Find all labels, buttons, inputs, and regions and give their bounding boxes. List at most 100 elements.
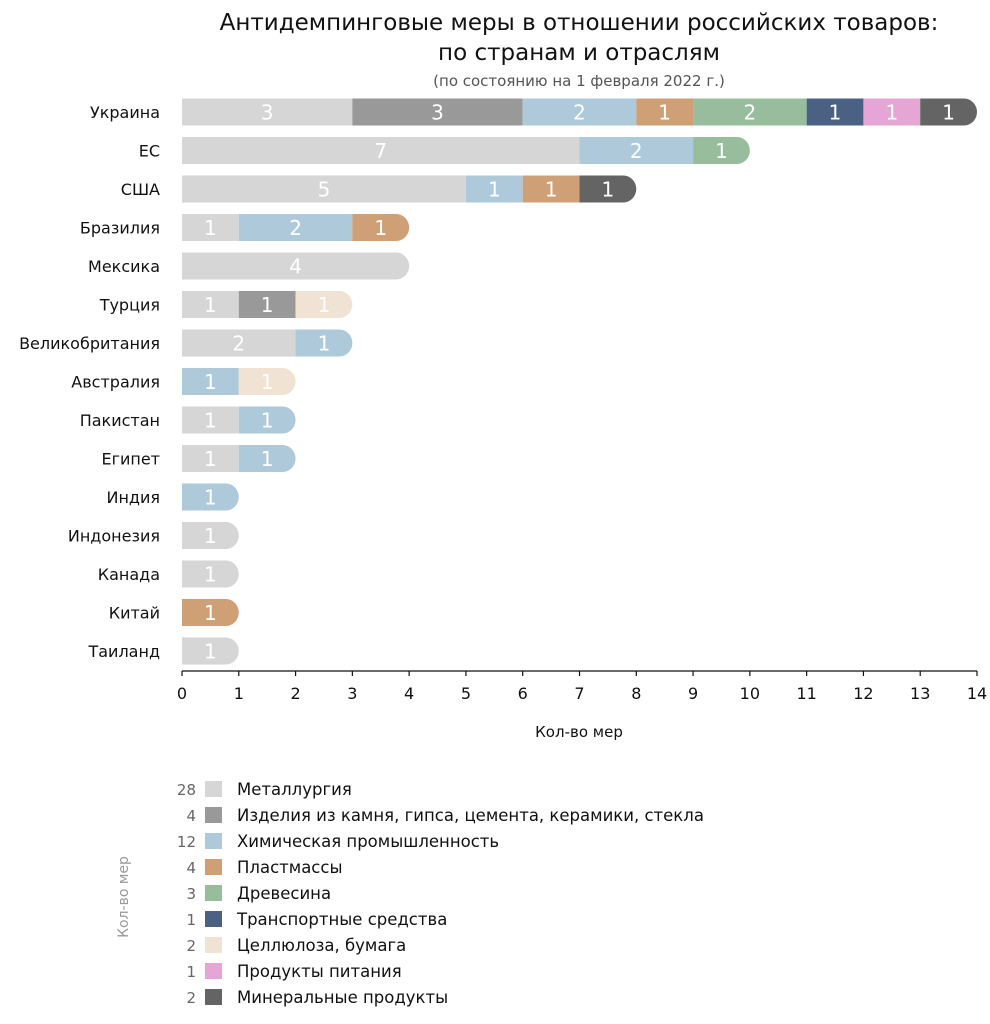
bar-value-label: 1 [261,370,274,394]
bar-value-label: 1 [602,178,615,202]
category-label-великобритания: Великобритания [19,334,160,353]
bar-value-label: 1 [658,101,671,125]
legend-item-2: 4 Изделия из камня, гипса, цемента, керам… [186,806,703,825]
x-tick-label: 7 [574,684,584,703]
bar-segment [182,599,239,626]
legend-swatch [205,807,222,823]
legend-swatch [205,911,222,927]
bar-row-канада: 1 [182,560,239,588]
bar-value-label: 2 [743,101,756,125]
x-tick-label: 4 [404,684,414,703]
bar-segment [238,214,353,241]
x-tick-label: 5 [461,684,471,703]
bar-segment [182,368,239,395]
bar-segment [352,98,523,126]
bar-row-ес: 7 2 1 [182,137,750,164]
bar-value-label: 1 [374,216,387,240]
legend-count: 12 [177,833,196,851]
bar-value-label: 1 [204,640,217,664]
bar-value-label: 1 [204,409,217,433]
x-tick-label: 2 [290,684,300,703]
category-labels: Украина ЕС США Бразилия Мексика Турция Великоб… [19,103,160,661]
bar-segment [182,445,239,472]
x-tick-label: 9 [688,684,698,703]
bar-segment [182,406,239,434]
legend-count: 4 [186,859,196,877]
bar-segment [579,137,694,164]
bar-value-label: 2 [289,216,302,240]
bar-segment [182,329,296,357]
legend-item-5: 3 Древесина [186,884,331,903]
bar-segment [238,445,296,472]
bar-segment [465,175,523,203]
bar-row-бразилия: 1 2 1 [182,214,410,241]
category-label-бразилия: Бразилия [80,219,160,238]
bar-value-label: 1 [261,409,274,433]
legend-count: 28 [177,781,196,799]
bar-value-label: 1 [204,293,217,317]
category-label-украина: Украина [90,103,160,122]
bar-value-label: 3 [261,101,274,125]
category-label-китай: Китай [109,604,160,623]
bar-segment [182,483,239,511]
legend-item-6: 1 Транспортные средства [186,910,447,929]
legend-label: Химическая промышленность [237,832,499,851]
legend-swatch [205,937,222,953]
category-label-турция: Турция [99,296,160,315]
bar-value-label: 1 [829,101,842,125]
legend-label: Изделия из камня, гипса, цемента, керами… [237,806,704,825]
x-tick-label: 6 [518,684,528,703]
legend-label: Продукты питания [237,962,402,981]
bar-value-label: 1 [204,216,217,240]
legend-swatch [205,989,222,1005]
bar-value-label: 1 [715,139,728,163]
bar-value-label: 2 [232,332,245,356]
x-tick-label: 0 [177,684,187,703]
bar-segment [693,98,807,126]
x-tick-label: 14 [967,684,987,703]
bar-row-мексика: 4 [182,252,410,280]
bar-segment [693,137,750,164]
legend-item-7: 2 Целлюлоза, бумага [186,936,406,955]
category-label-таиланд: Таиланд [87,642,160,661]
bar-segment [636,98,694,126]
bar-segment [182,98,353,126]
bar-segment [522,98,637,126]
bar-row-индонезия: 1 [182,522,239,549]
category-label-пакистан: Пакистан [80,411,160,430]
bar-row-китай: 1 [182,599,239,626]
chart-subtitle: (по состоянию на 1 февраля 2022 г.) [433,72,725,90]
bar-value-label: 1 [204,524,217,548]
bar-segment [182,175,466,203]
bar-segment [238,406,296,434]
legend-item-3: 12 Химическая промышленность [177,832,499,851]
bar-value-label: 1 [204,370,217,394]
category-label-индия: Индия [106,488,160,507]
bar-row-турция: 1 1 1 [182,291,353,318]
bar-value-label: 2 [573,101,586,125]
bar-value-label: 1 [204,601,217,625]
legend-label: Древесина [237,884,331,903]
category-label-египет: Египет [101,450,160,469]
legend-axis-label: Кол-во мер [116,856,132,938]
bar-value-label: 2 [630,139,643,163]
legend-count: 4 [186,807,196,825]
x-tick-label: 13 [910,684,930,703]
legend-swatch [205,781,222,797]
legend-count: 1 [186,911,196,929]
legend-swatch [205,859,222,875]
legend-label: Минеральные продукты [237,988,448,1007]
bar-value-label: 7 [374,139,387,163]
bar-value-label: 1 [318,332,331,356]
legend-count: 2 [186,989,196,1007]
bar-value-label: 1 [261,293,274,317]
bar-segment [182,252,410,280]
x-axis-label: Кол-во мер [535,723,623,741]
category-label-индонезия: Индонезия [68,527,160,546]
x-tick-label: 8 [631,684,641,703]
x-tick-label: 11 [796,684,816,703]
